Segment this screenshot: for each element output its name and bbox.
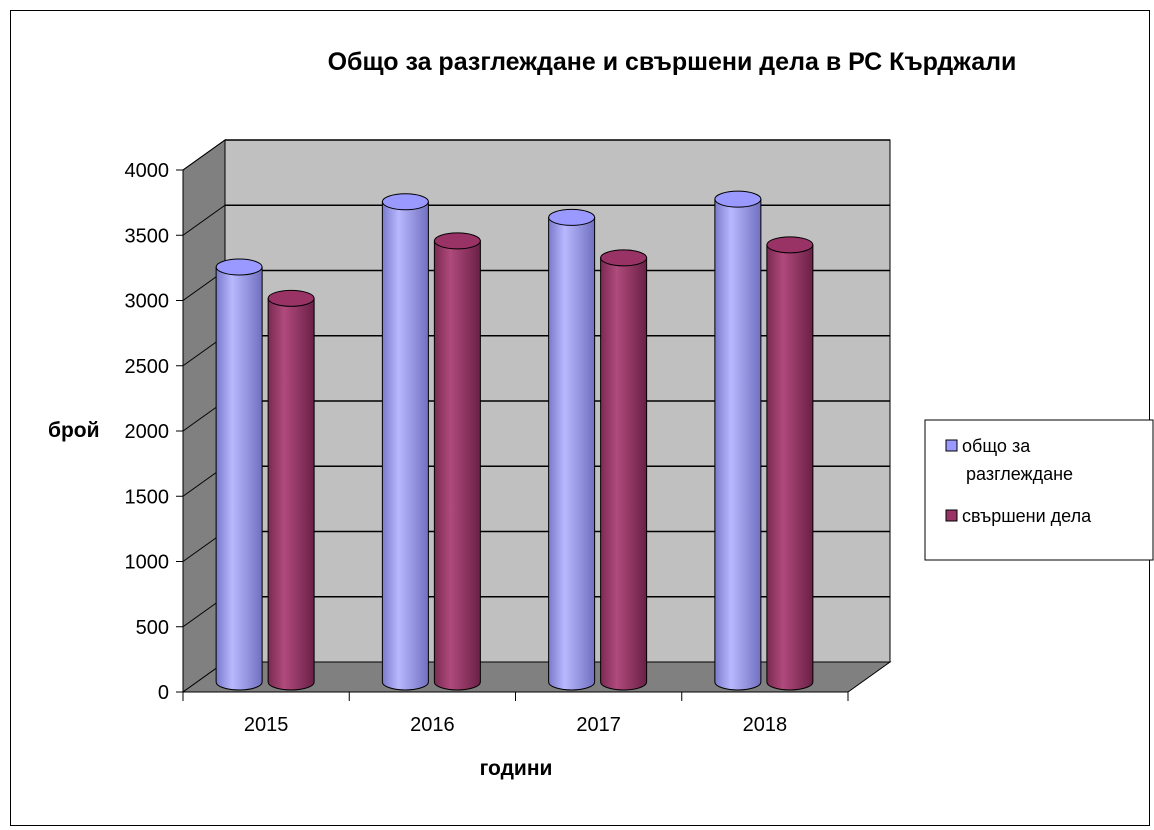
bar xyxy=(215,258,263,691)
x-tick-label: 2015 xyxy=(244,714,289,736)
bar xyxy=(714,190,762,691)
y-tick-label: 3000 xyxy=(125,291,170,313)
bar xyxy=(381,193,429,691)
bar-top xyxy=(600,249,648,267)
bar-top xyxy=(548,208,596,226)
bar-top xyxy=(766,236,814,254)
x-tick-label: 2017 xyxy=(576,714,621,736)
y-tick-label: 2000 xyxy=(125,421,170,443)
legend-label-completed: свършени дела xyxy=(962,506,1092,526)
y-tick-label: 3500 xyxy=(125,225,170,247)
x-axis-title: години xyxy=(480,757,553,780)
legend-swatch-completed xyxy=(945,509,958,522)
bar-top xyxy=(215,258,263,276)
y-tick-label: 2500 xyxy=(125,356,170,378)
legend: общо за разглеждане свършени дела xyxy=(924,419,1154,561)
chart-title: Общо за разглеждане и свършени дела в РС… xyxy=(328,48,1017,76)
legend-label-total-line1: общо за xyxy=(962,436,1031,456)
legend-label-total-line2: разглеждане xyxy=(966,464,1073,484)
bar-body xyxy=(381,201,429,691)
bar-body xyxy=(548,216,596,691)
x-tick-label: 2018 xyxy=(743,714,788,736)
bar-top xyxy=(267,289,315,307)
axes: 0 500 1000 1500 2000 2500 3000 3500 4000 2015 2016… xyxy=(125,160,849,736)
bar-body xyxy=(766,244,814,691)
legend-box xyxy=(924,419,1154,561)
bar-body xyxy=(714,198,762,691)
bar-body xyxy=(433,240,481,691)
y-tick-label: 500 xyxy=(136,617,169,639)
bar xyxy=(766,236,814,691)
bar xyxy=(600,249,648,691)
bar-body xyxy=(267,297,315,691)
bar-body xyxy=(600,257,648,691)
bar xyxy=(267,289,315,691)
y-tick-label: 4000 xyxy=(125,160,170,182)
gridline-side xyxy=(182,139,226,171)
bars xyxy=(215,190,814,691)
legend-swatch-total xyxy=(945,439,958,452)
y-tick-label: 0 xyxy=(158,682,169,704)
bar-top xyxy=(714,190,762,208)
bar-top xyxy=(433,232,481,250)
bar-top xyxy=(381,193,429,211)
bar xyxy=(548,208,596,691)
x-tick-label: 2016 xyxy=(410,714,455,736)
bar xyxy=(433,232,481,691)
gridline-side xyxy=(182,204,226,236)
bar-body xyxy=(215,266,263,691)
y-axis-title: брой xyxy=(48,419,100,442)
y-tick-label: 1500 xyxy=(125,486,170,508)
y-tick-label: 1000 xyxy=(125,552,170,574)
